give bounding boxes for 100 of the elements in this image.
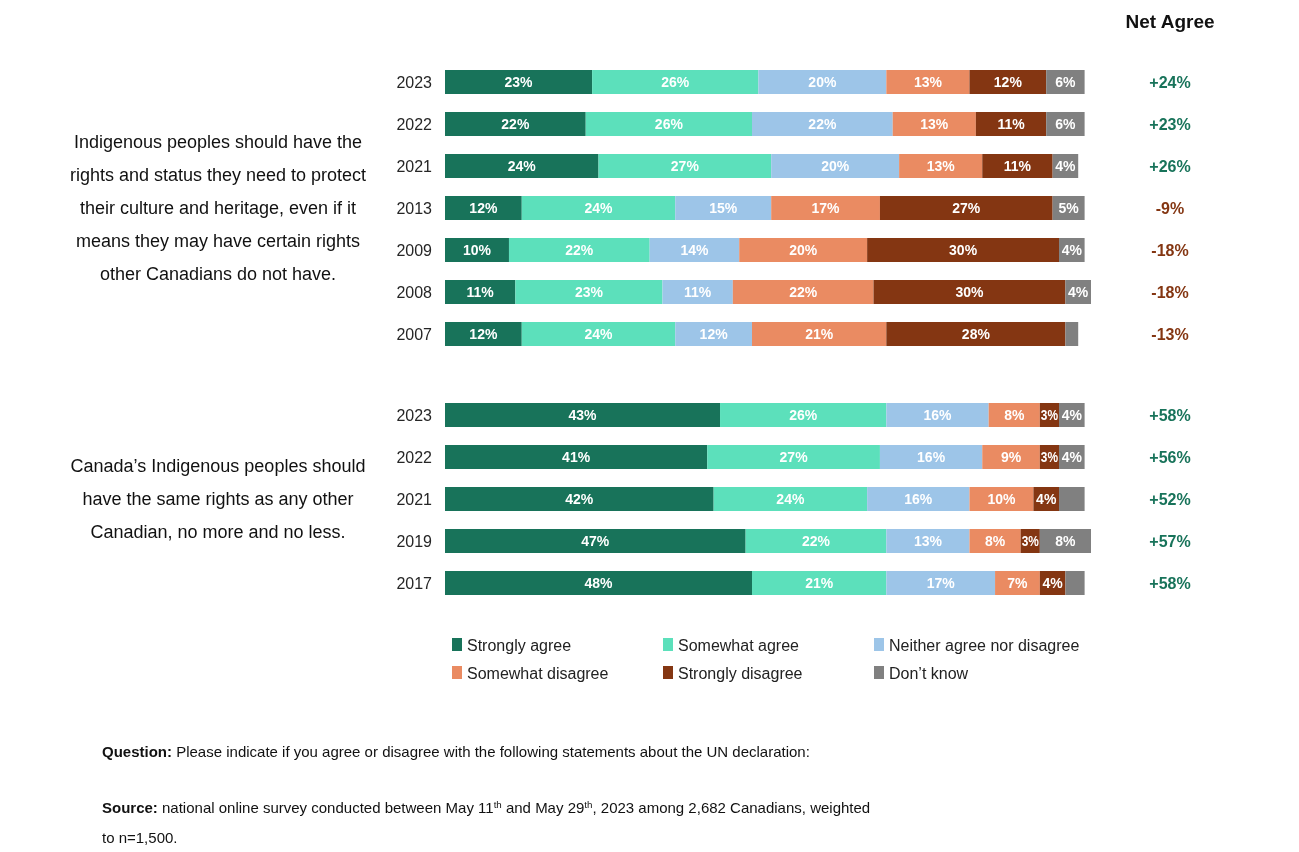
- text: +56%: [1149, 448, 1191, 466]
- data-label: 10%: [462, 242, 492, 259]
- bar: [771, 196, 880, 220]
- bar: [445, 487, 714, 511]
- bar: [752, 571, 887, 595]
- bar: [521, 322, 676, 346]
- bar: [662, 280, 733, 304]
- data-label: 4%: [1061, 407, 1083, 424]
- data-label: 17%: [926, 575, 956, 592]
- text: Indigenous peoples should have the rights and status they need to protect their culture and heritage, even if it means they may have certain rights other Canadians do not have.: [69, 132, 367, 285]
- text: +58%: [1149, 406, 1191, 424]
- y-tick-label: 2022: [396, 115, 433, 133]
- bar: [982, 154, 1053, 178]
- data-label: 4%: [1068, 284, 1089, 301]
- data-label: 9%: [1000, 449, 1022, 466]
- text: Source: national online survey conducted between May 11$^{th}$ and May 29$^{th}$, 2023 among 2,682 Canadians, weighted to n=1,500.: [102, 798, 871, 846]
- data-label: 26%: [661, 74, 690, 91]
- data-label: 21%: [805, 326, 834, 343]
- bar: [508, 238, 650, 262]
- data-label: 22%: [789, 284, 818, 301]
- bar: [521, 196, 676, 220]
- data-label: 8%: [1004, 407, 1025, 424]
- bar: [445, 154, 599, 178]
- legend-label: Strongly disagree: [678, 664, 803, 682]
- data-label: 13%: [926, 158, 956, 175]
- data-label: 22%: [501, 116, 530, 133]
- bar: [886, 403, 989, 427]
- bar: [732, 280, 874, 304]
- y-tick-label: 2013: [396, 199, 433, 217]
- bar: [649, 238, 740, 262]
- legend-label: Somewhat agree: [678, 636, 800, 654]
- data-label: 3%: [1021, 533, 1042, 550]
- data-label: 5%: [1058, 200, 1080, 217]
- y-tick-label: 2023: [396, 73, 433, 91]
- data-label: 24%: [507, 158, 537, 175]
- data-label: 27%: [779, 449, 809, 466]
- data-label: 28%: [961, 326, 991, 343]
- data-label: 22%: [801, 533, 831, 550]
- data-label: 7%: [1007, 575, 1029, 592]
- y-tick-label: 2023: [396, 406, 433, 424]
- data-label: 30%: [949, 242, 978, 259]
- bar: [1065, 322, 1079, 346]
- y-tick-label: 2007: [396, 325, 433, 343]
- data-label: 23%: [504, 74, 534, 91]
- data-label: 12%: [993, 74, 1023, 91]
- bar: [886, 322, 1066, 346]
- bar: [752, 112, 893, 136]
- data-label: 16%: [923, 407, 953, 424]
- data-label: 16%: [904, 491, 933, 508]
- data-label: 20%: [821, 158, 850, 175]
- legend-label: Strongly agree: [467, 636, 572, 654]
- bar: [445, 529, 746, 553]
- data-label: 23%: [574, 284, 604, 301]
- data-label: 13%: [913, 74, 943, 91]
- data-label: 24%: [584, 200, 614, 217]
- data-label: 47%: [581, 533, 610, 550]
- data-label: 15%: [709, 200, 738, 217]
- bar: [892, 112, 976, 136]
- bar: [899, 154, 983, 178]
- bar: [969, 70, 1047, 94]
- bar: [675, 196, 772, 220]
- bar: [739, 238, 868, 262]
- data-label: 8%: [984, 533, 1006, 550]
- y-tick-label: 2019: [396, 532, 433, 550]
- y-tick-label: 2022: [396, 448, 433, 466]
- bar: [445, 112, 586, 136]
- data-label: 30%: [955, 284, 985, 301]
- data-label: 12%: [469, 200, 498, 217]
- bar: [675, 322, 753, 346]
- data-label: 3%: [1040, 407, 1062, 424]
- data-label: 20%: [808, 74, 837, 91]
- data-label: 27%: [670, 158, 700, 175]
- data-label: 3%: [1040, 449, 1062, 466]
- bar: [707, 445, 880, 469]
- data-label: 26%: [654, 116, 684, 133]
- data-label: 41%: [562, 449, 591, 466]
- bar: [867, 238, 1060, 262]
- bar: [879, 445, 983, 469]
- data-label: 14%: [680, 242, 709, 259]
- bar: [598, 154, 772, 178]
- data-label: 4%: [1036, 491, 1057, 508]
- y-tick-label: 2021: [396, 490, 433, 508]
- bar: [886, 571, 996, 595]
- bar: [745, 529, 887, 553]
- data-label: 24%: [776, 491, 805, 508]
- data-label: 26%: [789, 407, 818, 424]
- y-tick-label: 2008: [396, 283, 433, 301]
- data-label: 12%: [699, 326, 729, 343]
- bar: [1065, 571, 1085, 595]
- data-label: 4%: [1042, 575, 1064, 592]
- text: +23%: [1149, 115, 1191, 133]
- data-label: 20%: [789, 242, 818, 259]
- data-label: 11%: [1003, 158, 1032, 175]
- text: Question: Please indicate if you agree or disagree with the following statements about the UN declaration:: [102, 743, 810, 760]
- bar: [713, 487, 868, 511]
- text: Net Agree: [1125, 10, 1215, 32]
- bar: [445, 403, 721, 427]
- data-label: 11%: [466, 284, 495, 301]
- data-label: 22%: [808, 116, 837, 133]
- bar: [758, 70, 887, 94]
